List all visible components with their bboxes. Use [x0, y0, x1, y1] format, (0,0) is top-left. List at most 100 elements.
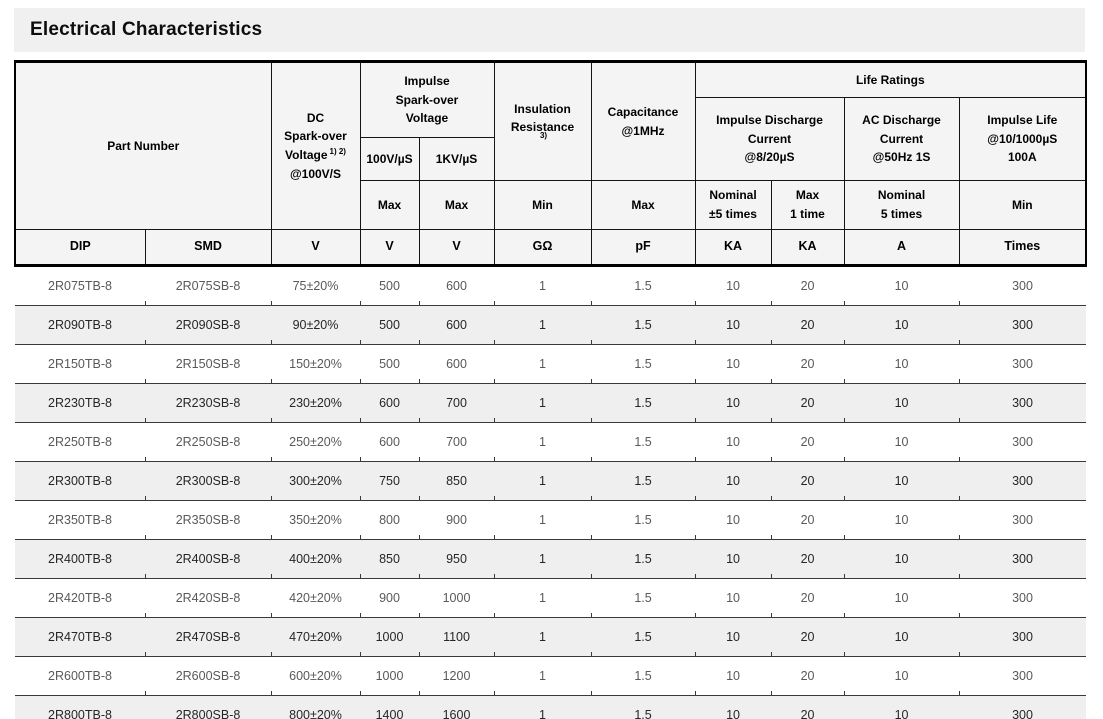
- limit-label-max-capacitance: Max: [590, 180, 696, 230]
- col-header-capacitance: Capacitance @1MHz: [590, 60, 696, 181]
- table-cell: 1.5: [590, 265, 696, 309]
- limit-label-max-1kv: Max: [418, 180, 495, 230]
- table-cell: 300±20%: [270, 461, 360, 505]
- table-cell: 2R090TB-8: [15, 305, 145, 345]
- table-cell: 600: [418, 305, 495, 349]
- table-cell: 2R350SB-8: [144, 500, 271, 544]
- table-cell: 1000: [359, 617, 419, 661]
- table-cell: 10: [844, 695, 960, 719]
- table-cell: 300: [958, 539, 1087, 583]
- table-cell: 600: [418, 265, 495, 309]
- table-cell: 500: [359, 265, 419, 309]
- table-cell: 10: [843, 578, 960, 622]
- table-row: 2R600TB-8 2R600SB-8 600±20% 1000 1200 1 1.5 10 2…: [15, 656, 1087, 700]
- table-cell: 350±20%: [270, 500, 360, 544]
- table-cell: 1200: [418, 656, 495, 700]
- unit-label: V: [359, 229, 420, 267]
- table-row: 2R230TB-8 2R230SB-8 230±20% 600 700 1 1.5 10 20 1…: [15, 383, 1087, 427]
- table-cell: 10: [843, 500, 960, 544]
- table-cell: 600: [418, 344, 495, 388]
- col-header-ac-discharge-current: AC Discharge Current @50Hz 1S: [843, 97, 960, 181]
- table-row: 2R400TB-8 2R400SB-8 400±20% 850 950 1 1.5 10 20 1…: [15, 539, 1087, 583]
- table-cell: 10: [694, 383, 772, 427]
- table-cell: 1.5: [590, 656, 696, 700]
- table-cell: 400±20%: [270, 539, 360, 583]
- footnote-marker: 1) 2): [329, 147, 346, 156]
- table-cell: 1: [493, 578, 592, 622]
- table-head: Part Number DC Spark-over Voltage 1) 2) @…: [14, 60, 1088, 267]
- table-cell: 950: [418, 539, 495, 583]
- table-cell: 2R250TB-8: [15, 422, 145, 462]
- table-cell: 600±20%: [270, 656, 360, 700]
- unit-label: Times: [958, 229, 1088, 267]
- table-cell: 2R300TB-8: [15, 461, 145, 501]
- table-cell: 1: [493, 656, 592, 700]
- table-cell: 10: [843, 539, 960, 583]
- table-cell: 2R600TB-8: [15, 656, 145, 696]
- table-cell: 1.5: [590, 383, 696, 427]
- table-cell: 250±20%: [270, 422, 360, 466]
- table-cell: 1: [494, 695, 592, 719]
- table-cell: 10: [695, 695, 772, 719]
- table-cell: 300: [958, 461, 1087, 505]
- table-cell: 10: [843, 265, 960, 309]
- table-cell: 2R090SB-8: [144, 305, 271, 349]
- table-cell: 10: [694, 539, 772, 583]
- table-cell: 2R075TB-8: [15, 265, 145, 306]
- table-cell: 2R420SB-8: [144, 578, 271, 622]
- table-body: 2R075TB-8 2R075SB-8 75±20% 500 600 1 1.5 10 20 10…: [15, 265, 1087, 719]
- table-cell: 900: [418, 500, 495, 544]
- table-cell: 1: [493, 383, 592, 427]
- table-cell: 850: [418, 461, 495, 505]
- table-row: 2R090TB-8 2R090SB-8 90±20% 500 600 1 1.5 10 20 10…: [15, 305, 1087, 349]
- table-row: 2R800TB-8 2R800SB-8 800±20% 1400 1600 1 1.5 10 2…: [15, 695, 1087, 719]
- table-cell: 2R230SB-8: [144, 383, 271, 427]
- table-cell: 300: [958, 383, 1087, 427]
- footnote-marker: 3): [539, 130, 548, 140]
- page-title: Electrical Characteristics: [30, 19, 263, 40]
- table-cell: 1.5: [590, 422, 696, 466]
- table-cell: 300: [958, 265, 1087, 309]
- table-cell: 2R400SB-8: [144, 539, 271, 583]
- table-cell: 1.5: [590, 461, 696, 505]
- table-row: 2R300TB-8 2R300SB-8 300±20% 750 850 1 1.5 10 20 1…: [15, 461, 1087, 505]
- table-cell: 90±20%: [270, 305, 360, 349]
- table-cell: 10: [843, 383, 960, 427]
- table-cell: 20: [770, 383, 845, 427]
- table-cell: 10: [694, 344, 772, 388]
- table-cell: 1000: [359, 656, 419, 700]
- table-cell: 20: [770, 500, 845, 544]
- table-cell: 2R230TB-8: [15, 383, 145, 423]
- table-cell: 2R470SB-8: [144, 617, 271, 661]
- unit-label: GΩ: [493, 229, 592, 267]
- table-cell: 10: [694, 305, 772, 349]
- table-cell: 470±20%: [270, 617, 360, 661]
- table-cell: 1: [493, 500, 592, 544]
- table-cell: 10: [843, 305, 960, 349]
- unit-label: SMD: [144, 229, 272, 267]
- limit-label-min-insulation: Min: [493, 180, 592, 230]
- table-cell: 10: [694, 617, 772, 661]
- table-row: 2R350TB-8 2R350SB-8 350±20% 800 900 1 1.5 10 20 1…: [15, 500, 1087, 544]
- table-cell: 300: [958, 578, 1087, 622]
- table-cell: 900: [359, 578, 419, 622]
- table-cell: 2R600SB-8: [144, 656, 271, 700]
- limit-label-min-impulse-life: Min: [958, 180, 1088, 230]
- limit-label-nominal-pm5-times: Nominal ±5 times: [694, 180, 772, 230]
- table-cell: 2R150TB-8: [15, 344, 145, 384]
- table-cell: 1: [493, 461, 592, 505]
- table-cell: 2R470TB-8: [15, 617, 145, 657]
- table-cell: 300: [958, 656, 1087, 700]
- table-cell: 10: [843, 461, 960, 505]
- table-cell: 600: [359, 383, 419, 427]
- table-cell: 10: [694, 578, 772, 622]
- table-cell: 2R800TB-8: [15, 695, 145, 719]
- table-cell: 10: [694, 422, 772, 466]
- table-cell: 10: [694, 656, 772, 700]
- table-cell: 800±20%: [271, 695, 360, 719]
- table-cell: 300: [958, 305, 1087, 349]
- table-cell: 20: [770, 461, 845, 505]
- unit-label: V: [418, 229, 495, 267]
- col-header-impulse-life: Impulse Life @10/1000µS 100A: [958, 97, 1088, 181]
